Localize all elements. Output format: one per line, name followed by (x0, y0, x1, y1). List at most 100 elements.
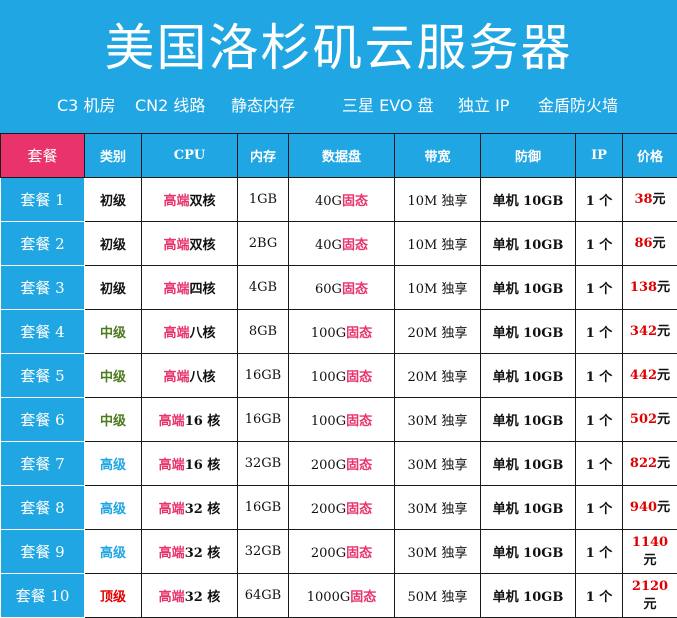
defense-value: 单机 10GB (493, 458, 564, 473)
cpu-cores: 双核 (190, 238, 216, 253)
disk-type: 固态 (346, 326, 372, 341)
disk-size: 100G (311, 326, 346, 341)
ip-cell: 1 个 (576, 530, 623, 574)
bandwidth-value: 10M 独享 (408, 238, 468, 253)
header-plan: 套餐 (1, 134, 85, 178)
category-cell: 初级 (85, 178, 142, 222)
disk-type: 固态 (346, 414, 372, 429)
plan-name-label: 套餐 10 (16, 587, 70, 605)
cpu-cores: 双核 (190, 194, 216, 209)
cpu-cell: 高端16 核 (142, 442, 238, 486)
feature-ip: 独立 IP (458, 96, 509, 116)
disk-size: 200G (311, 546, 346, 561)
defense-cell: 单机 10GB (481, 530, 576, 574)
memory-value: 4GB (249, 280, 277, 295)
price-cell: 38元 (623, 178, 677, 222)
ip-value: 1 个 (586, 238, 613, 253)
defense-value: 单机 10GB (493, 590, 564, 605)
defense-cell: 单机 10GB (481, 442, 576, 486)
cpu-cores: 32 核 (185, 546, 221, 561)
disk-cell: 200G固态 (289, 486, 395, 530)
memory-value: 16GB (245, 500, 281, 515)
memory-value: 32GB (245, 544, 281, 559)
category-cell: 中级 (85, 398, 142, 442)
plan-name: 套餐 10 (1, 574, 85, 618)
plan-name: 套餐 7 (1, 442, 85, 486)
cpu-prefix: 高端 (159, 546, 185, 561)
defense-cell: 单机 10GB (481, 574, 576, 618)
price-value: 502 (630, 412, 657, 427)
defense-value: 单机 10GB (493, 546, 564, 561)
price-unit: 元 (657, 280, 670, 295)
bandwidth-value: 10M 独享 (408, 282, 468, 297)
ip-value: 1 个 (586, 414, 613, 429)
price-unit: 元 (653, 192, 666, 207)
cpu-cell: 高端双核 (142, 178, 238, 222)
cpu-cell: 高端32 核 (142, 486, 238, 530)
bandwidth-value: 30M 独享 (408, 546, 468, 561)
bandwidth-value: 20M 独享 (408, 326, 468, 341)
memory-value: 1GB (249, 192, 277, 207)
disk-cell: 200G固态 (289, 530, 395, 574)
bandwidth-cell: 30M 独享 (395, 486, 481, 530)
disk-size: 100G (311, 370, 346, 385)
category-label: 中级 (100, 414, 126, 429)
bandwidth-cell: 10M 独享 (395, 222, 481, 266)
header-category: 类别 (85, 134, 142, 178)
memory-cell: 2BG (238, 222, 289, 266)
category-label: 高级 (100, 546, 126, 561)
ip-value: 1 个 (586, 546, 613, 561)
category-cell: 高级 (85, 530, 142, 574)
category-cell: 中级 (85, 354, 142, 398)
memory-value: 8GB (249, 324, 277, 339)
ip-cell: 1 个 (576, 266, 623, 310)
header-bandwidth: 带宽 (395, 134, 481, 178)
bandwidth-cell: 10M 独享 (395, 178, 481, 222)
category-cell: 中级 (85, 310, 142, 354)
table-header-row: 套餐 类别 CPU 内存 数据盘 带宽 防御 IP 价格 (1, 134, 677, 178)
defense-value: 单机 10GB (493, 414, 564, 429)
disk-type: 固态 (342, 238, 368, 253)
price-unit: 元 (657, 456, 670, 471)
defense-cell: 单机 10GB (481, 178, 576, 222)
memory-cell: 64GB (238, 574, 289, 618)
header-price: 价格 (623, 134, 677, 178)
cpu-cores: 八核 (190, 326, 216, 341)
disk-type: 固态 (342, 194, 368, 209)
disk-type: 固态 (350, 590, 376, 605)
plan-name: 套餐 8 (1, 486, 85, 530)
bandwidth-cell: 20M 独享 (395, 354, 481, 398)
header-disk: 数据盘 (289, 134, 395, 178)
category-label: 高级 (100, 458, 126, 473)
bandwidth-cell: 50M 独享 (395, 574, 481, 618)
defense-cell: 单机 10GB (481, 222, 576, 266)
category-label: 初级 (100, 238, 126, 253)
memory-cell: 1GB (238, 178, 289, 222)
cpu-cores: 四核 (190, 282, 216, 297)
plan-name: 套餐 4 (1, 310, 85, 354)
disk-type: 固态 (346, 370, 372, 385)
cpu-cell: 高端四核 (142, 266, 238, 310)
disk-size: 100G (311, 414, 346, 429)
cpu-cores: 32 核 (185, 502, 221, 517)
cpu-cores: 八核 (190, 370, 216, 385)
cpu-cores: 32 核 (185, 590, 221, 605)
memory-cell: 16GB (238, 354, 289, 398)
memory-value: 16GB (245, 368, 281, 383)
ip-cell: 1 个 (576, 310, 623, 354)
defense-value: 单机 10GB (493, 282, 564, 297)
ip-value: 1 个 (586, 502, 613, 517)
disk-cell: 200G固态 (289, 442, 395, 486)
plan-name-label: 套餐 2 (20, 235, 64, 253)
price-cell: 502元 (623, 398, 677, 442)
disk-cell: 40G固态 (289, 222, 395, 266)
cpu-cores: 16 核 (185, 458, 221, 473)
defense-cell: 单机 10GB (481, 398, 576, 442)
price-cell: 442元 (623, 354, 677, 398)
